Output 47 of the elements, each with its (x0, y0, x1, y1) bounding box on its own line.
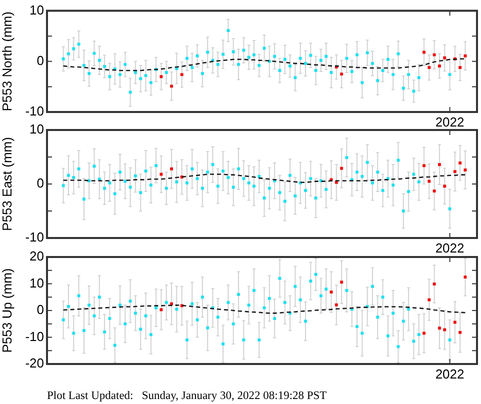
y-tick-label: -10 (25, 230, 44, 245)
point (160, 172, 163, 176)
point (453, 320, 456, 324)
point (438, 163, 441, 166)
point (443, 56, 446, 60)
point (334, 303, 338, 306)
y-axis-title: P553 Up (mm) (0, 268, 14, 353)
y-tick-label: -10 (25, 328, 44, 344)
point (458, 161, 462, 164)
y-tick-label: -10 (25, 104, 44, 119)
point (170, 84, 174, 88)
y-tick-label: 10 (30, 275, 44, 290)
point (453, 170, 456, 174)
point (170, 167, 174, 170)
point (443, 184, 446, 188)
point (340, 72, 344, 76)
point (330, 290, 333, 294)
point (428, 180, 431, 183)
point (458, 330, 462, 334)
y-axis-title: P553 East (mm) (0, 137, 14, 231)
point (438, 64, 441, 68)
point (180, 73, 184, 76)
point (422, 50, 426, 54)
point (438, 326, 441, 330)
y-axis-title: P553 North (mm) (0, 12, 14, 112)
point (458, 66, 462, 69)
x-tick-label: 2022 (435, 366, 464, 382)
y-tick-label: 0 (36, 176, 44, 191)
point (428, 298, 431, 302)
point (432, 282, 436, 286)
y-tick-label: 0 (36, 302, 44, 318)
point (160, 75, 163, 78)
point (432, 190, 436, 193)
y-tick-label: 10 (30, 122, 44, 137)
point (432, 53, 436, 56)
point (340, 166, 344, 170)
point (428, 66, 431, 69)
y-tick-label: 20 (30, 248, 44, 264)
y-tick-label: 0 (36, 52, 44, 68)
point (340, 280, 344, 284)
x-tick-label: 2022 (435, 114, 464, 130)
y-tick-label: 10 (30, 2, 44, 18)
point (422, 164, 426, 168)
point (160, 308, 163, 312)
y-tick-label: -20 (25, 356, 44, 371)
text: Plot Last Updated: Sunday, January 30, 2022 08:19:28 PST (47, 389, 327, 403)
x-tick-label: 2022 (435, 240, 464, 256)
